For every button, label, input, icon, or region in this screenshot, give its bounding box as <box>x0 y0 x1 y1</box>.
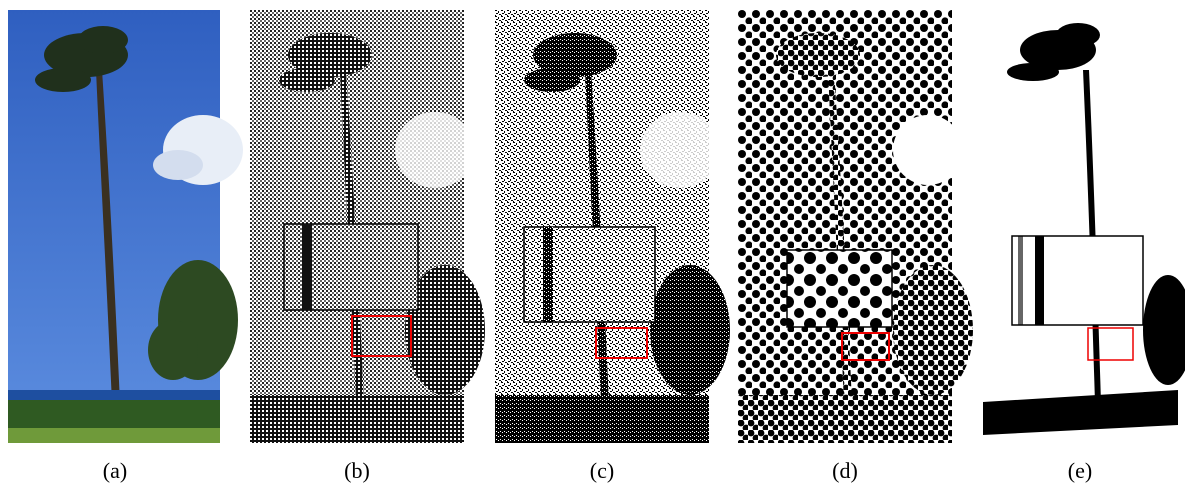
caption: (e) <box>1068 458 1092 483</box>
caption: (a) <box>103 458 127 483</box>
panel-c <box>495 10 730 443</box>
caption: (d) <box>832 458 858 483</box>
panel-b <box>250 10 485 443</box>
panel-e <box>983 23 1185 435</box>
caption: (b) <box>344 458 370 483</box>
panel-d <box>738 10 973 443</box>
caption: (c) <box>590 458 614 483</box>
panel-a <box>8 10 243 443</box>
